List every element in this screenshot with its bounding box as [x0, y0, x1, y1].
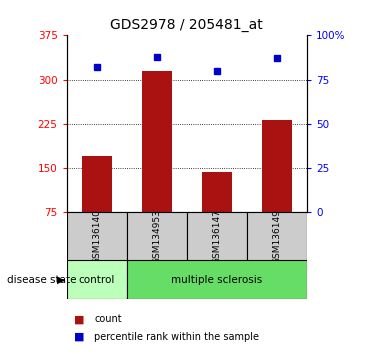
Bar	[187, 212, 247, 260]
Bar	[247, 212, 307, 260]
Text: ■: ■	[74, 332, 84, 342]
Bar	[127, 260, 307, 299]
Text: GSM136149: GSM136149	[273, 209, 282, 264]
Text: multiple sclerosis: multiple sclerosis	[171, 275, 263, 285]
Bar	[82, 156, 112, 212]
Text: percentile rank within the sample: percentile rank within the sample	[94, 332, 259, 342]
Bar	[202, 172, 232, 212]
Text: ■: ■	[74, 314, 84, 324]
Text: GSM136140: GSM136140	[92, 209, 101, 264]
Text: disease state: disease state	[7, 275, 77, 285]
Text: ▶: ▶	[57, 275, 65, 285]
Text: GSM136147: GSM136147	[212, 209, 221, 264]
Bar	[142, 71, 172, 212]
Title: GDS2978 / 205481_at: GDS2978 / 205481_at	[111, 18, 263, 32]
Bar	[67, 260, 127, 299]
Bar	[67, 212, 127, 260]
Text: count: count	[94, 314, 122, 324]
Bar	[127, 212, 187, 260]
Text: GSM134953: GSM134953	[152, 209, 161, 264]
Bar	[262, 120, 292, 212]
Text: control: control	[78, 275, 115, 285]
